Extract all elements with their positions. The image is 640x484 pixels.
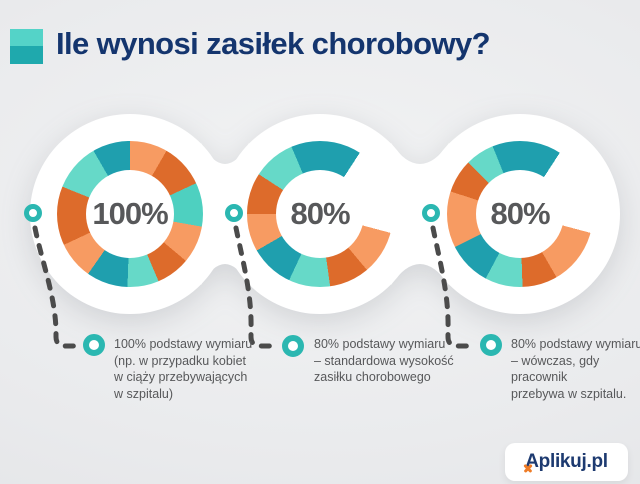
caption-80-percent-hospital: 80% podstawy wymiaru – wówczas, gdy prac… [511, 337, 640, 401]
connector-ring-icon-2 [225, 204, 243, 222]
logo-a-mark-icon [523, 463, 533, 473]
caption-bullet-icon-3 [480, 334, 502, 356]
donut-value-label: 80% [290, 196, 350, 231]
donut-hole: 100% [86, 170, 174, 258]
aplikuj-logo-card: Aplikuj.pl [505, 443, 628, 481]
donut-chart-100-percent: 100% [57, 141, 203, 287]
page-title: Ile wynosi zasiłek chorobowy? [56, 26, 491, 61]
donut-chart-80-percent-standard: 80% [247, 141, 393, 287]
aplikuj-logo: Aplikuj.pl [523, 451, 608, 473]
caption-80-percent-standard: 80% podstawy wymiaru – standardowa wysok… [314, 337, 454, 384]
title-square-bottom [10, 46, 43, 64]
donut-value-label: 80% [490, 196, 550, 231]
title-square-icon [10, 29, 43, 64]
donut-value-label: 100% [92, 196, 168, 231]
caption-bullet-icon-1 [83, 334, 105, 356]
caption-bullet-icon-2 [282, 335, 304, 357]
caption-100-percent: 100% podstawy wymiaru (np. w przypadku k… [114, 337, 253, 401]
connector-ring-icon-1 [24, 204, 42, 222]
donut-hole: 80% [276, 170, 364, 258]
donut-chart-80-percent-hospital: 80% [447, 141, 593, 287]
connector-ring-icon-3 [422, 204, 440, 222]
aplikuj-logo-text: Aplikuj.pl [525, 451, 608, 472]
title-square-top [10, 29, 43, 46]
donut-hole: 80% [476, 170, 564, 258]
